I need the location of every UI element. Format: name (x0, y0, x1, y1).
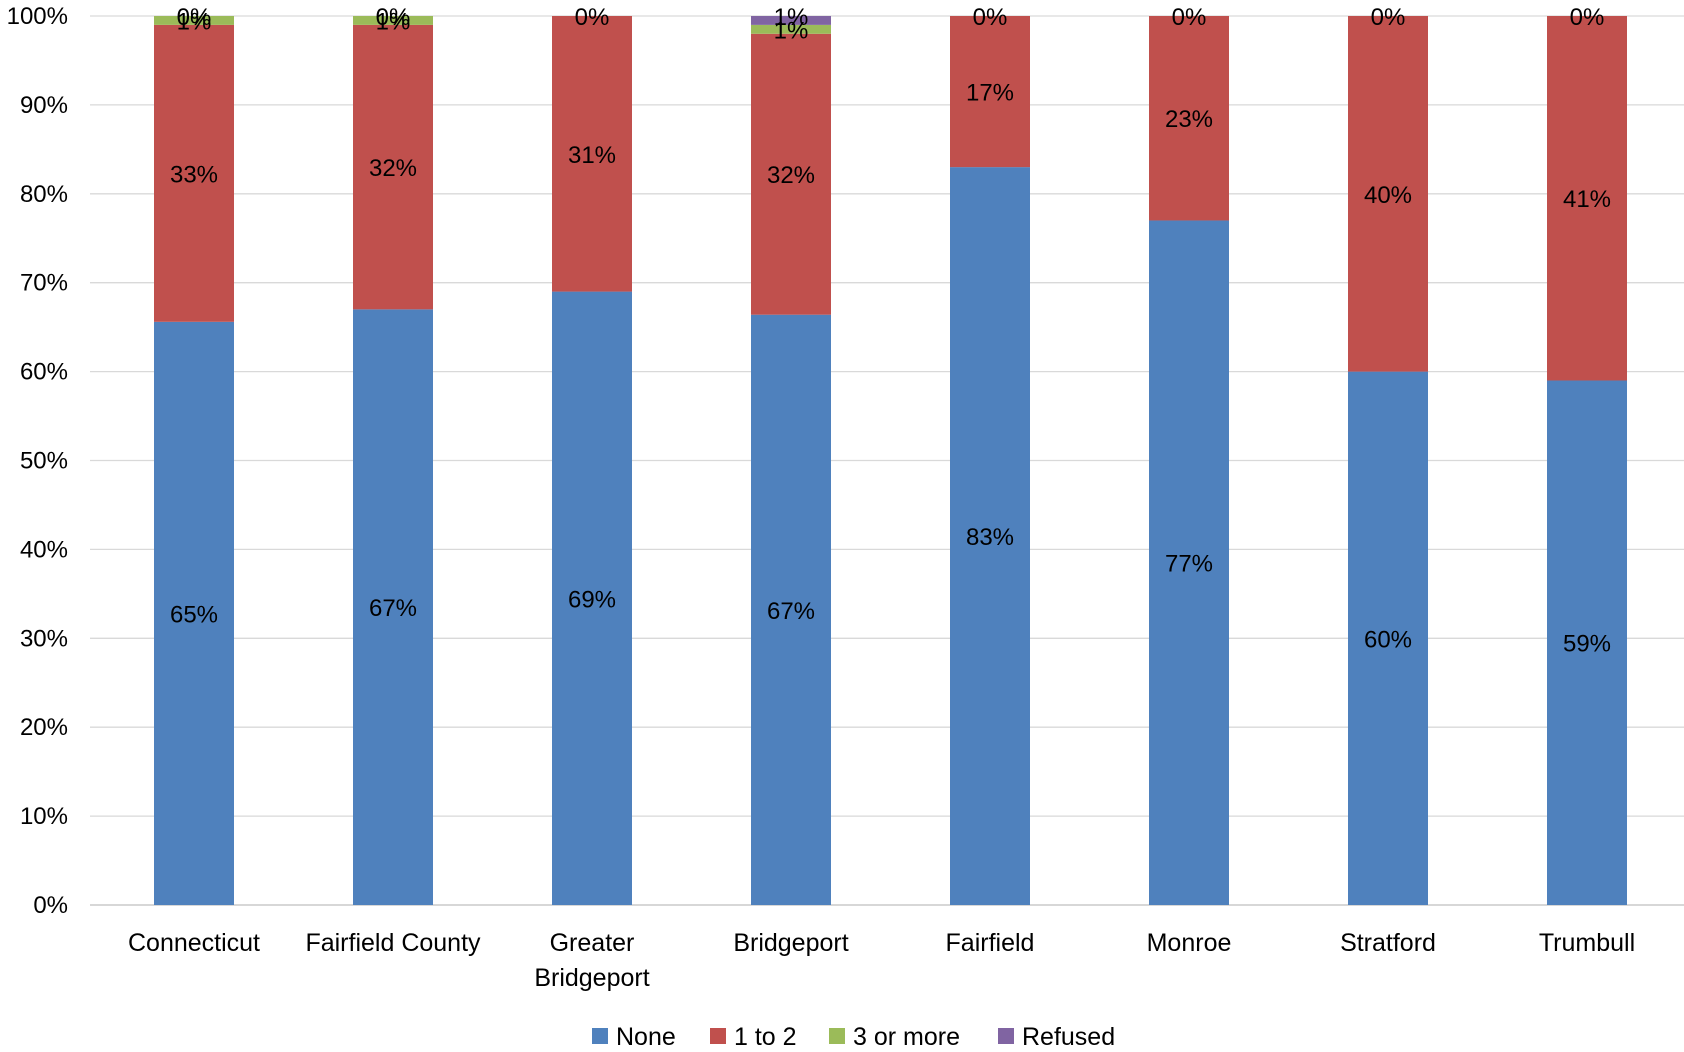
x-category-label: Monroe (1147, 929, 1232, 957)
data-label: 31% (568, 142, 616, 169)
data-label: 0% (1371, 4, 1406, 31)
bar-segment-1-to-2 (950, 16, 1030, 168)
x-category-label: Bridgeport (733, 929, 848, 957)
data-label: 0% (1570, 4, 1605, 31)
y-tick-label: 50% (20, 448, 68, 475)
y-tick-label: 20% (20, 714, 68, 741)
bar-segment-none (751, 314, 831, 906)
legend-item-1-to-2: 1 to 2 (710, 1023, 797, 1051)
bar-segment-1-to-2 (353, 24, 433, 310)
data-label: 23% (1165, 106, 1213, 133)
bar-stack (950, 16, 1030, 905)
bar-segment-none (1149, 220, 1229, 906)
bar-segment-none (1348, 371, 1428, 906)
bar-segment-refused (751, 16, 831, 25)
legend-item-refused: Refused (998, 1023, 1115, 1051)
bar-segment-1-to-2 (1149, 16, 1229, 221)
bars (154, 16, 1627, 906)
bar-stack (751, 16, 831, 906)
bar-segment-none (552, 291, 632, 906)
bar-stack (552, 16, 632, 906)
data-label: 67% (767, 598, 815, 625)
bar-segment-none (1547, 380, 1627, 905)
bar-stack (353, 16, 433, 905)
data-label: 1% (376, 8, 411, 35)
data-label: 65% (170, 601, 218, 628)
bar-segment-1-to-2 (1547, 16, 1627, 381)
legend-label: 3 or more (853, 1023, 960, 1051)
data-label: 32% (767, 162, 815, 189)
x-category-label: Fairfield (946, 929, 1035, 957)
bar-segment-none (353, 309, 433, 905)
legend-label: Refused (1022, 1023, 1115, 1051)
y-tick-label: 80% (20, 181, 68, 208)
y-tick-label: 30% (20, 625, 68, 652)
legend-label: None (616, 1023, 676, 1051)
y-tick-label: 10% (20, 803, 68, 830)
bar-segment-3-or-more (353, 16, 433, 25)
y-tick-label: 40% (20, 536, 68, 563)
x-category-label: Fairfield County (305, 929, 481, 957)
data-labels: 65%33%1%0%67%32%1%0%69%31%0%67%32%1%1%83… (170, 4, 1611, 658)
bar-segment-1-to-2 (1348, 16, 1428, 372)
legend-swatch (998, 1028, 1014, 1044)
x-axis-category-labels: Connecticut Fairfield County Greater Bridge… (128, 929, 1635, 992)
data-label: 60% (1364, 626, 1412, 653)
data-label: 0% (1172, 4, 1207, 31)
data-label: 0% (973, 4, 1008, 31)
x-category-label: Connecticut (128, 929, 260, 957)
data-label: 1% (774, 17, 809, 44)
data-label: 83% (966, 524, 1014, 551)
legend-item-3-or-more: 3 or more (829, 1023, 960, 1051)
bar-stack (154, 16, 234, 905)
legend-swatch (592, 1028, 608, 1044)
data-label: 0% (575, 4, 610, 31)
legend-label: 1 to 2 (734, 1023, 797, 1051)
data-label: 1% (177, 8, 212, 35)
y-tick-label: 70% (20, 270, 68, 297)
x-category-label: Stratford (1340, 929, 1436, 957)
data-label: 32% (369, 155, 417, 182)
data-label: 77% (1165, 551, 1213, 578)
bar-segment-3-or-more (154, 16, 234, 25)
data-label: 40% (1364, 182, 1412, 209)
bar-stack (1348, 16, 1428, 906)
data-label: 69% (568, 586, 616, 613)
data-label: 59% (1563, 631, 1611, 658)
legend-item-none: None (592, 1023, 676, 1051)
gridlines (90, 15, 1684, 906)
y-tick-label: 0% (33, 892, 68, 919)
data-label: 41% (1563, 186, 1611, 213)
bar-segment-1-to-2 (751, 33, 831, 315)
x-category-label: Trumbull (1539, 929, 1635, 957)
bar-stack (1547, 16, 1627, 905)
bar-segment-none (154, 321, 234, 905)
y-tick-label: 60% (20, 359, 68, 386)
y-tick-label: 90% (20, 92, 68, 119)
bar-stack (1149, 16, 1229, 906)
data-label: 67% (369, 595, 417, 622)
bar-segment-none (950, 167, 1030, 905)
legend: None 1 to 2 3 or more Refused (592, 1023, 1115, 1051)
data-label: 17% (966, 80, 1014, 107)
data-label: 1% (774, 4, 809, 31)
x-category-label: Greater (550, 929, 635, 957)
data-label: 0% (177, 4, 212, 31)
data-label: 33% (170, 161, 218, 188)
x-category-label: Bridgeport (534, 964, 649, 992)
legend-swatch (829, 1028, 845, 1044)
y-axis-tick-labels: 0% 10% 20% 30% 40% 50% 60% 70% 80% 90% 100% (7, 3, 68, 919)
bar-segment-1-to-2 (154, 24, 234, 322)
bar-segment-3-or-more (751, 24, 831, 34)
bar-segment-1-to-2 (552, 16, 632, 292)
y-tick-label: 100% (7, 3, 68, 30)
data-label: 0% (376, 4, 411, 31)
legend-swatch (710, 1028, 726, 1044)
